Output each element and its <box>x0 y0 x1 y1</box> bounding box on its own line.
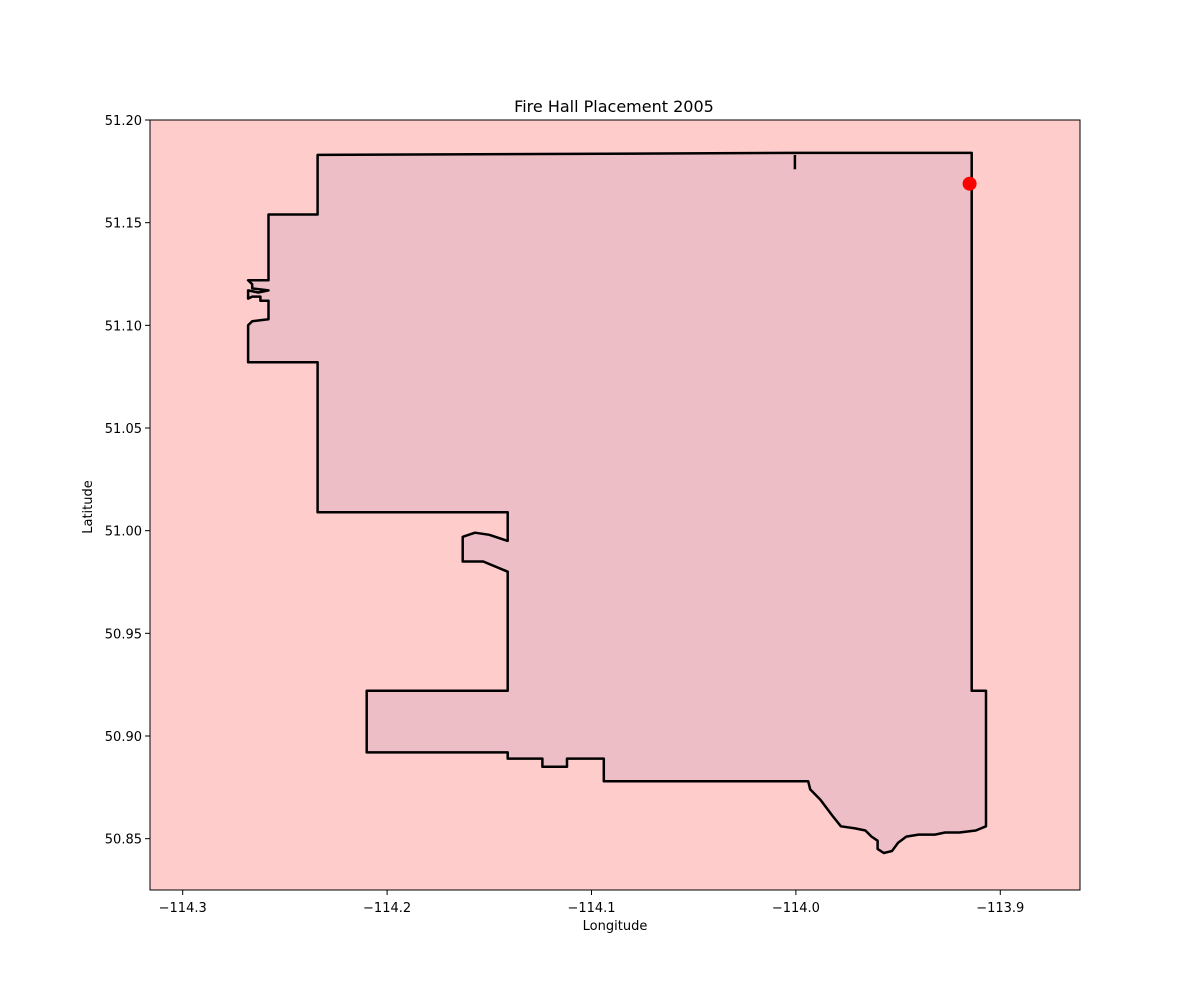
x-tick-label: −114.3 <box>159 901 207 916</box>
y-tick-label: 51.05 <box>105 422 142 437</box>
x-axis-label: Longitude <box>583 919 648 934</box>
chart-title: Fire Hall Placement 2005 <box>514 97 714 116</box>
city-boundary-polygon <box>246 151 988 855</box>
y-tick-label: 51.20 <box>105 114 142 129</box>
y-axis-label: Latitude <box>81 480 96 534</box>
y-tick-label: 50.85 <box>105 833 142 848</box>
y-tick-label: 51.15 <box>105 217 142 232</box>
fire-hall-point-0 <box>962 176 977 191</box>
x-tick-label: −114.1 <box>567 901 615 916</box>
x-tick-label: −114.2 <box>363 901 411 916</box>
x-tick-label: −114.0 <box>772 901 820 916</box>
y-tick-label: 51.00 <box>105 525 142 540</box>
y-tick-label: 51.10 <box>105 319 142 334</box>
plot-frame <box>149 119 1081 891</box>
x-tick-label: −113.9 <box>976 901 1024 916</box>
y-tick-label: 50.90 <box>105 730 142 745</box>
y-tick-label: 50.95 <box>105 627 142 642</box>
